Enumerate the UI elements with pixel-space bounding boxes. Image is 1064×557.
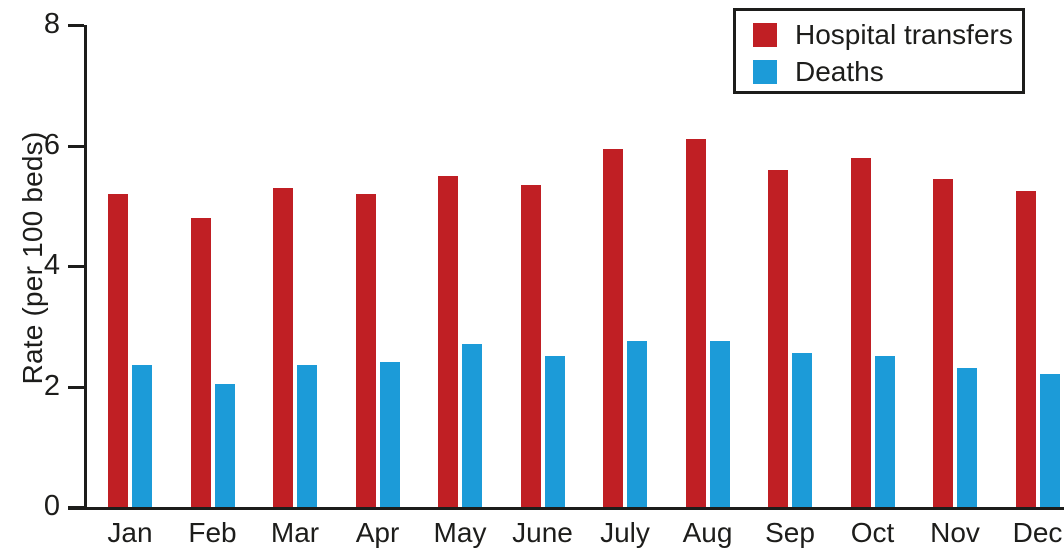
x-axis-label-feb: Feb: [188, 517, 237, 548]
bar-deaths-oct: [874, 356, 895, 507]
plot-area: [68, 24, 1064, 510]
bar-deaths-aug: [709, 341, 730, 507]
y-axis-line: [84, 25, 87, 510]
y-axis-tick: [68, 265, 84, 268]
legend-item-deaths: Deaths: [753, 56, 1022, 87]
legend: Hospital transfers Deaths: [733, 8, 1025, 94]
bar-deaths-dec: [1039, 374, 1060, 507]
red-square-swatch-icon: [753, 23, 777, 47]
bar-deaths-july: [627, 341, 647, 507]
x-axis-label-jan: Jan: [107, 517, 153, 548]
legend-label: Deaths: [795, 56, 884, 87]
y-axis-tick: [68, 24, 84, 27]
bar-deaths-feb: [214, 383, 235, 507]
x-axis-label-july: July: [600, 517, 650, 548]
bar-deaths-jan: [132, 365, 152, 507]
bar-hospital-transfers-june: [520, 184, 541, 507]
bar-deaths-nov: [957, 368, 977, 507]
y-axis-tick-label: 6: [43, 128, 60, 161]
bar-hospital-transfers-dec: [1015, 190, 1036, 507]
y-axis-tick: [68, 144, 84, 148]
x-axis-label-nov: Nov: [930, 517, 980, 548]
bar-hospital-transfers-feb: [190, 217, 211, 507]
bar-deaths-june: [544, 356, 565, 507]
x-axis-label-apr: Apr: [355, 517, 400, 548]
x-axis-label-may: May: [433, 517, 487, 548]
y-axis-tick: [68, 385, 84, 389]
blue-square-swatch-icon: [753, 60, 777, 84]
bar-hospital-transfers-sep: [768, 169, 788, 507]
y-axis-tick: [68, 506, 84, 509]
bar-deaths-sep: [792, 353, 812, 507]
bar-deaths-may: [462, 344, 482, 507]
bar-deaths-apr: [379, 362, 400, 507]
bar-hospital-transfers-mar: [273, 187, 293, 507]
x-axis-label-dec: Dec: [1012, 517, 1063, 548]
bar-hospital-transfers-apr: [355, 193, 376, 507]
legend-label: Hospital transfers: [795, 19, 1013, 50]
y-axis-tick-label: 8: [43, 8, 60, 40]
x-axis-label-aug: Aug: [682, 517, 733, 548]
y-axis-tick-label: 0: [43, 490, 60, 522]
bar-hospital-transfers-july: [603, 148, 623, 507]
bar-hospital-transfers-oct: [850, 157, 871, 507]
legend-item-hospital-transfers: Hospital transfers: [753, 19, 1022, 50]
x-axis-label-june: June: [512, 517, 573, 548]
y-axis-tick-label: 2: [43, 369, 60, 402]
bar-hospital-transfers-aug: [685, 139, 706, 507]
x-axis-label-oct: Oct: [850, 517, 895, 548]
x-axis-label-mar: Mar: [270, 517, 320, 548]
x-axis-line: [68, 507, 1064, 510]
bar-hospital-transfers-nov: [933, 178, 953, 507]
y-axis-tick-label: 4: [43, 249, 60, 281]
bar-hospital-transfers-may: [438, 175, 458, 507]
bar-deaths-mar: [297, 365, 317, 507]
bar-hospital-transfers-jan: [108, 193, 128, 507]
x-axis-label-sep: Sep: [765, 517, 815, 548]
